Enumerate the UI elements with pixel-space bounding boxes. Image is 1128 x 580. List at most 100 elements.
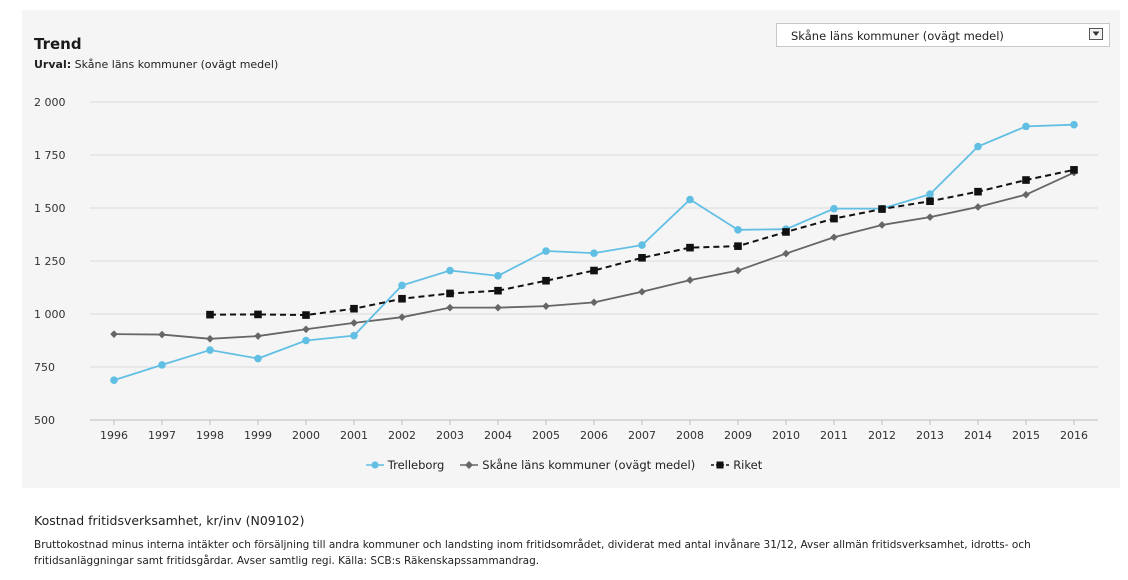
data-point[interactable]	[254, 332, 262, 340]
data-point[interactable]	[686, 195, 694, 204]
data-point[interactable]	[974, 203, 982, 211]
x-tick-label: 2008	[676, 429, 704, 442]
data-point[interactable]	[254, 354, 262, 363]
data-point[interactable]	[686, 243, 694, 252]
data-point[interactable]	[638, 241, 646, 249]
x-tick-label: 1999	[244, 429, 272, 442]
y-tick-label: 500	[34, 414, 55, 427]
data-point[interactable]	[254, 310, 262, 319]
legend-label: Riket	[733, 458, 763, 472]
legend-item-skane[interactable]: Skåne läns kommuner (ovägt medel)	[460, 458, 695, 472]
data-point[interactable]	[350, 304, 358, 313]
data-point[interactable]	[542, 247, 550, 255]
x-tick-label: 2000	[292, 429, 320, 442]
data-point[interactable]	[926, 197, 934, 206]
data-point[interactable]	[1070, 120, 1078, 129]
legend-label: Skåne läns kommuner (ovägt medel)	[482, 458, 696, 472]
data-point[interactable]	[638, 254, 646, 262]
chart-title: Trend	[34, 35, 82, 53]
x-tick-label: 2014	[964, 429, 992, 442]
selection-label: Urval:	[34, 58, 72, 71]
circle-marker-icon	[365, 461, 384, 469]
data-point[interactable]	[926, 213, 934, 221]
data-point[interactable]	[110, 330, 118, 338]
data-point[interactable]	[398, 281, 406, 290]
data-point[interactable]	[398, 313, 406, 321]
x-tick-label: 2002	[388, 429, 416, 442]
data-point[interactable]	[734, 266, 742, 275]
data-point[interactable]	[974, 187, 982, 196]
data-point[interactable]	[1022, 122, 1030, 131]
y-tick-label: 2 000	[34, 96, 66, 109]
chart-panel	[22, 10, 1120, 488]
legend-item-riket[interactable]: Riket	[711, 458, 762, 472]
data-point[interactable]	[878, 205, 886, 213]
x-tick-label: 2004	[484, 429, 512, 442]
data-point[interactable]	[974, 142, 982, 151]
data-point[interactable]	[446, 289, 454, 298]
x-tick-label: 1998	[196, 429, 224, 442]
data-point[interactable]	[638, 287, 646, 296]
data-point[interactable]	[734, 226, 742, 234]
data-point[interactable]	[926, 190, 934, 199]
x-tick-label: 2011	[820, 429, 848, 442]
data-point[interactable]	[302, 311, 310, 319]
data-point[interactable]	[590, 249, 598, 257]
data-point[interactable]	[206, 310, 214, 319]
x-tick-label: 2015	[1012, 429, 1040, 442]
data-point[interactable]	[350, 331, 358, 340]
data-point[interactable]	[734, 242, 742, 250]
data-point[interactable]	[158, 361, 166, 369]
data-point[interactable]	[830, 204, 838, 213]
gridlines	[90, 101, 1098, 421]
data-point[interactable]	[302, 325, 310, 334]
data-point[interactable]	[302, 336, 310, 345]
data-point[interactable]	[542, 302, 550, 310]
series-group	[110, 120, 1078, 384]
data-point[interactable]	[878, 221, 886, 229]
indicator-title: Kostnad fritidsverksamhet, kr/inv (N0910…	[34, 513, 305, 528]
data-point[interactable]	[158, 330, 166, 339]
data-point[interactable]	[398, 294, 406, 303]
data-point[interactable]	[1022, 176, 1030, 184]
data-point[interactable]	[206, 346, 214, 354]
data-point[interactable]	[590, 266, 598, 275]
data-point[interactable]	[110, 376, 118, 384]
data-point[interactable]	[446, 266, 454, 275]
selection-value: Skåne läns kommuner (ovägt medel)	[74, 58, 279, 71]
diamond-marker-icon	[460, 461, 479, 469]
data-point[interactable]	[686, 276, 694, 284]
comparison-select[interactable]: Skåne läns kommuner (ovägt medel)	[776, 23, 1110, 47]
data-point[interactable]	[830, 214, 838, 223]
data-point[interactable]	[494, 272, 502, 280]
x-tick-label: 2009	[724, 429, 752, 442]
data-point[interactable]	[542, 276, 550, 285]
legend: Trelleborg Skåne läns kommuner (ovägt me…	[0, 458, 1128, 472]
y-tick-label: 1 750	[34, 149, 66, 162]
indicator-description: Bruttokostnad minus interna intäkter och…	[34, 539, 1031, 567]
data-point[interactable]	[1070, 166, 1078, 174]
square-marker-icon	[711, 461, 730, 469]
x-tick-label: 2007	[628, 429, 656, 442]
data-point[interactable]	[590, 298, 598, 307]
x-tick-label: 2003	[436, 429, 464, 442]
data-point[interactable]	[446, 303, 454, 312]
data-point[interactable]	[830, 233, 838, 242]
x-tick-label: 2016	[1060, 429, 1088, 442]
data-point[interactable]	[782, 228, 790, 236]
data-point[interactable]	[494, 286, 502, 295]
x-tick-label: 2001	[340, 429, 368, 442]
data-point[interactable]	[494, 303, 502, 312]
x-axis-ticks: 1996 1997 1998 1999 2000 2001 2002 2003 2004 2005…	[100, 420, 1088, 442]
y-tick-label: 1 500	[34, 202, 66, 215]
legend-label: Trelleborg	[387, 458, 445, 472]
data-point[interactable]	[782, 249, 790, 258]
data-point[interactable]	[206, 335, 214, 343]
y-axis-ticks: 2 000 1 750 1 500 1 250 1 000 750 500	[34, 96, 66, 427]
chevron-down-icon[interactable]	[1089, 28, 1103, 40]
comparison-select-value: Skåne läns kommuner (ovägt medel)	[791, 29, 1004, 43]
selection-subtitle: Urval: Skåne läns kommuner (ovägt medel)	[34, 58, 278, 71]
data-point[interactable]	[350, 319, 358, 327]
legend-item-trelleborg[interactable]: Trelleborg	[365, 458, 445, 472]
data-point[interactable]	[1022, 190, 1030, 199]
